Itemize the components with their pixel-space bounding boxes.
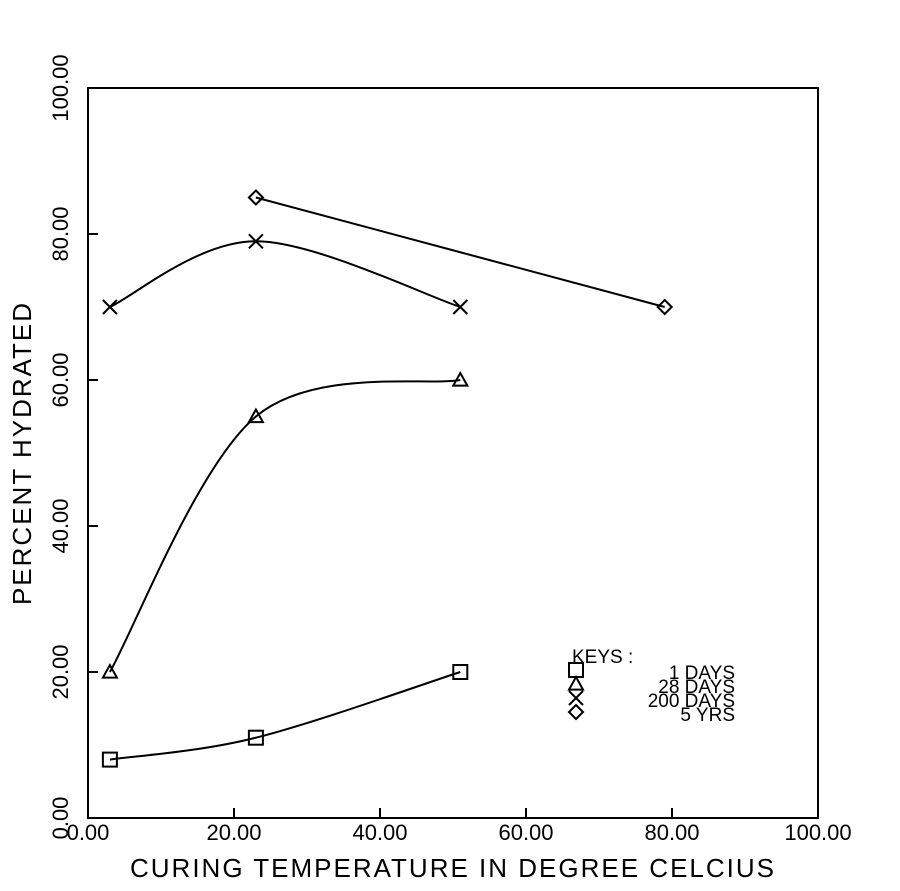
marker [102, 299, 118, 315]
series-line [109, 379, 461, 673]
legend-label: 1 DAYS [669, 663, 735, 684]
x-axis-title: CURING TEMPERATURE IN DEGREE CELCIUS [130, 853, 776, 883]
plot-frame [87, 87, 819, 819]
series-line [109, 240, 461, 308]
y-tick-label: 60.00 [48, 352, 73, 407]
y-tick-label: 0.00 [48, 797, 73, 840]
x-tick-label: 80.00 [644, 820, 699, 845]
marker [101, 662, 119, 679]
series-line [255, 196, 665, 308]
marker [247, 189, 265, 206]
legend-marker [568, 690, 584, 706]
x-tick-label: 20.00 [206, 820, 261, 845]
legend-label: 5 YRS [680, 705, 735, 726]
y-axis-title: PERCENT HYDRATED [7, 301, 37, 605]
marker [451, 370, 469, 387]
x-tick-label: 100.00 [784, 820, 851, 845]
marker [248, 233, 264, 250]
marker [247, 407, 265, 424]
legend-marker [567, 703, 585, 721]
x-tick-label: 40.00 [352, 820, 407, 845]
y-tick-label: 20.00 [48, 644, 73, 699]
legend-label: 200 DAYS [648, 691, 735, 712]
y-tick-label: 40.00 [48, 498, 73, 553]
y-tick-label: 80.00 [48, 206, 73, 261]
marker [452, 664, 469, 680]
marker [247, 729, 264, 746]
legend-title: KEYS : [572, 647, 633, 668]
marker [101, 751, 118, 768]
legend-label: 28 DAYS [658, 677, 735, 698]
series-line [109, 671, 461, 761]
marker [656, 298, 674, 316]
y-tick-label: 100.00 [48, 54, 73, 121]
x-tick-label: 0.00 [67, 820, 110, 845]
x-tick-label: 60.00 [498, 820, 553, 845]
legend-marker [567, 674, 585, 691]
marker [452, 299, 469, 315]
